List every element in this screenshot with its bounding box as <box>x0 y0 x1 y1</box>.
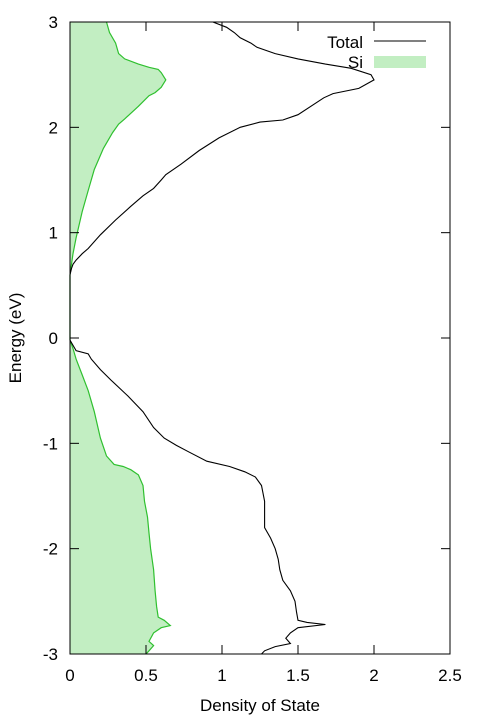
y-tick-label: -1 <box>43 434 58 453</box>
total-series-line <box>69 21 375 655</box>
legend-total-label: Total <box>327 33 363 52</box>
x-tick-label: 1.5 <box>286 666 310 685</box>
si-area-fill <box>70 22 171 654</box>
y-axis-label: Energy (eV) <box>6 293 25 384</box>
legend-si-label: Si <box>348 53 363 72</box>
x-tick-label: 2.5 <box>438 666 462 685</box>
legend-si-swatch <box>374 56 426 68</box>
legend: Total Si <box>327 33 426 72</box>
x-tick-label: 1 <box>217 666 226 685</box>
x-tick-label: 2 <box>369 666 378 685</box>
x-tick-label: 0 <box>65 666 74 685</box>
y-tick-label: 2 <box>49 118 58 137</box>
axes: 0 0.5 1 1.5 2 2.5 -3 -2 -1 0 1 2 3 <box>43 13 462 685</box>
si-series-line <box>69 21 172 655</box>
x-tick-label: 0.5 <box>134 666 158 685</box>
y-tick-label: 1 <box>49 224 58 243</box>
y-tick-label: 0 <box>49 329 58 348</box>
y-tick-label: -2 <box>43 540 58 559</box>
plot-area <box>69 21 375 655</box>
y-tick-label: 3 <box>49 13 58 32</box>
x-axis-label: Density of State <box>200 696 320 715</box>
y-tick-label: -3 <box>43 645 58 664</box>
